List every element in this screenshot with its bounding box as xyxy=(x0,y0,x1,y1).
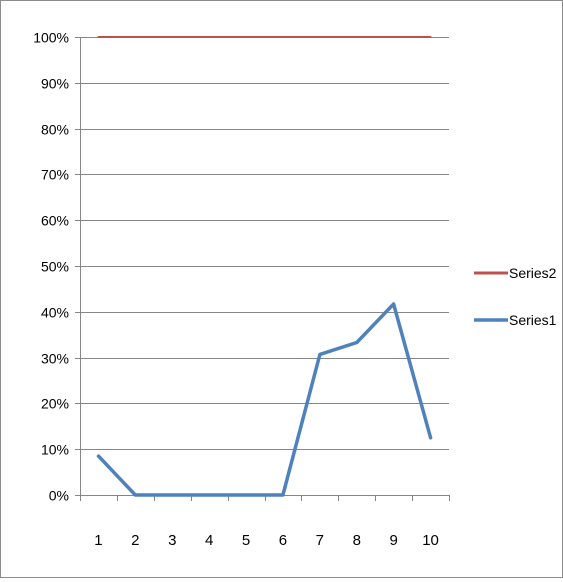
x-tick-label: 5 xyxy=(242,532,250,549)
axes: 0% 10% 20% 30% 40% 50% 60% 70% 80% 90% 100% 1 2 3 4 5 6 7… xyxy=(33,30,450,549)
x-tick-label: 3 xyxy=(168,532,176,549)
x-tick-label: 6 xyxy=(279,532,287,549)
gridlines xyxy=(80,37,449,450)
y-tick-label: 50% xyxy=(41,259,69,275)
y-tick-label: 80% xyxy=(41,122,69,138)
y-tick-label: 70% xyxy=(41,167,69,183)
legend-label-series1: Series1 xyxy=(509,312,557,328)
x-tick-label: 10 xyxy=(422,532,439,549)
series-line-series1 xyxy=(96,302,433,497)
x-tick-label: 8 xyxy=(353,532,361,549)
series-lines xyxy=(96,36,433,497)
y-tick-label: 0% xyxy=(49,488,69,504)
y-tick-label: 20% xyxy=(41,396,69,412)
x-tick-label: 2 xyxy=(131,532,139,549)
y-tick-label: 90% xyxy=(41,76,69,92)
y-tick-label: 40% xyxy=(41,305,69,321)
y-tick-label: 60% xyxy=(41,213,69,229)
y-tick-label: 100% xyxy=(33,30,69,46)
legend: Series2 Series1 xyxy=(474,265,557,328)
y-tick-label: 30% xyxy=(41,351,69,367)
x-tick-label: 9 xyxy=(389,532,397,549)
x-tick-label: 7 xyxy=(316,532,324,549)
legend-label-series2: Series2 xyxy=(509,265,557,281)
y-tick-label: 10% xyxy=(41,442,69,458)
x-tick-label: 1 xyxy=(94,532,102,549)
x-tick-label: 4 xyxy=(205,532,213,549)
